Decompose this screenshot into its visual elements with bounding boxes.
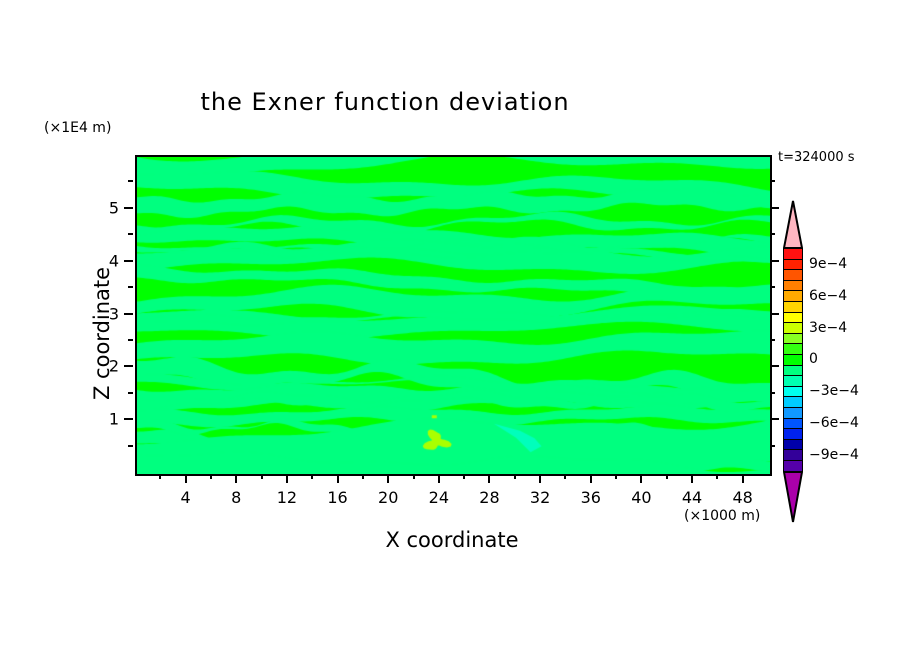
y-tick-minor-right [770,286,775,289]
colorbar-tick-label: −6e−4 [809,414,859,431]
x-tick-label: 36 [580,488,601,507]
y-tick-minor [128,180,133,183]
colorbar-tick-label: 3e−4 [809,319,848,336]
y-tick-major [124,365,133,368]
y-tick-label: 1 [108,409,119,429]
colorbar-over-arrow [782,200,804,249]
y-tick-minor [128,338,133,341]
x-tick-major [691,474,694,483]
x-tick-minor [361,474,364,479]
y-tick-label: 4 [108,251,119,271]
y-tick-minor [128,391,133,394]
y-tick-major [124,206,133,209]
x-tick-label: 20 [378,488,399,507]
x-tick-label: 48 [732,488,753,507]
y-tick-major-right [770,365,779,368]
y-tick-minor [128,286,133,289]
y-tick-minor-right [770,391,775,394]
y-tick-major [124,312,133,315]
x-tick-minor [665,474,668,479]
contour-plot-area [135,155,772,476]
chart-title: the Exner function deviation [200,88,570,116]
x-tick-minor [716,474,719,479]
y-tick-major-right [770,259,779,262]
x-tick-minor [209,474,212,479]
colorbar-tick-label: 6e−4 [809,287,848,304]
x-tick-major [539,474,542,483]
x-tick-label: 8 [231,488,242,507]
x-tick-label: 32 [529,488,551,507]
x-tick-minor [564,474,567,479]
x-tick-label: 40 [631,488,652,507]
x-tick-minor [412,474,415,479]
y-tick-major-right [770,418,779,421]
x-tick-minor [159,474,162,479]
x-tick-label: 4 [180,488,191,507]
x-tick-label: 28 [479,488,500,507]
x-tick-major [285,474,288,483]
y-tick-label: 2 [108,356,119,376]
x-tick-label: 44 [681,488,703,507]
y-tick-minor-right [770,233,775,236]
colorbar: 9e−4 6e−4 3e−4 0 −3e−4 −6e−4 −9e−4 [782,200,859,523]
x-tick-major [184,474,187,483]
y-tick-minor [128,233,133,236]
colorbar-tick-label: 0 [809,351,818,368]
colorbar-under-arrow [782,470,804,523]
y-axis-unit-label: (×1E4 m) [44,120,112,136]
x-tick-minor [311,474,314,479]
x-tick-minor [513,474,516,479]
y-tick-major [124,259,133,262]
timestamp-annotation: t=324000 s [778,150,855,165]
x-tick-major [387,474,390,483]
y-tick-minor [128,444,133,447]
x-tick-minor [260,474,263,479]
colorbar-tick-label: 9e−4 [809,255,848,272]
x-tick-minor [615,474,618,479]
x-tick-major [589,474,592,483]
y-tick-major-right [770,312,779,315]
x-tick-minor [463,474,466,479]
x-tick-label: 16 [327,488,348,507]
x-tick-major [488,474,491,483]
y-tick-minor-right [770,444,775,447]
contour-field [137,157,770,474]
x-tick-major [235,474,238,483]
y-axis-title: Z coordinate [90,266,114,400]
x-axis-title: X coordinate [385,528,519,552]
x-tick-label: 24 [428,488,450,507]
y-tick-minor-right [770,180,775,183]
x-tick-major [741,474,744,483]
colorbar-tick-label: −9e−4 [809,446,859,463]
x-axis-unit-label: (×1000 m) [684,508,761,524]
y-tick-major-right [770,206,779,209]
x-tick-label: 12 [276,488,298,507]
x-tick-major [336,474,339,483]
colorbar-tick-label: −3e−4 [809,383,859,400]
x-tick-major [640,474,643,483]
y-tick-label: 3 [108,304,119,323]
y-tick-minor-right [770,338,775,341]
x-tick-major [437,474,440,483]
y-tick-label: 5 [108,198,119,218]
y-tick-major [124,418,133,421]
